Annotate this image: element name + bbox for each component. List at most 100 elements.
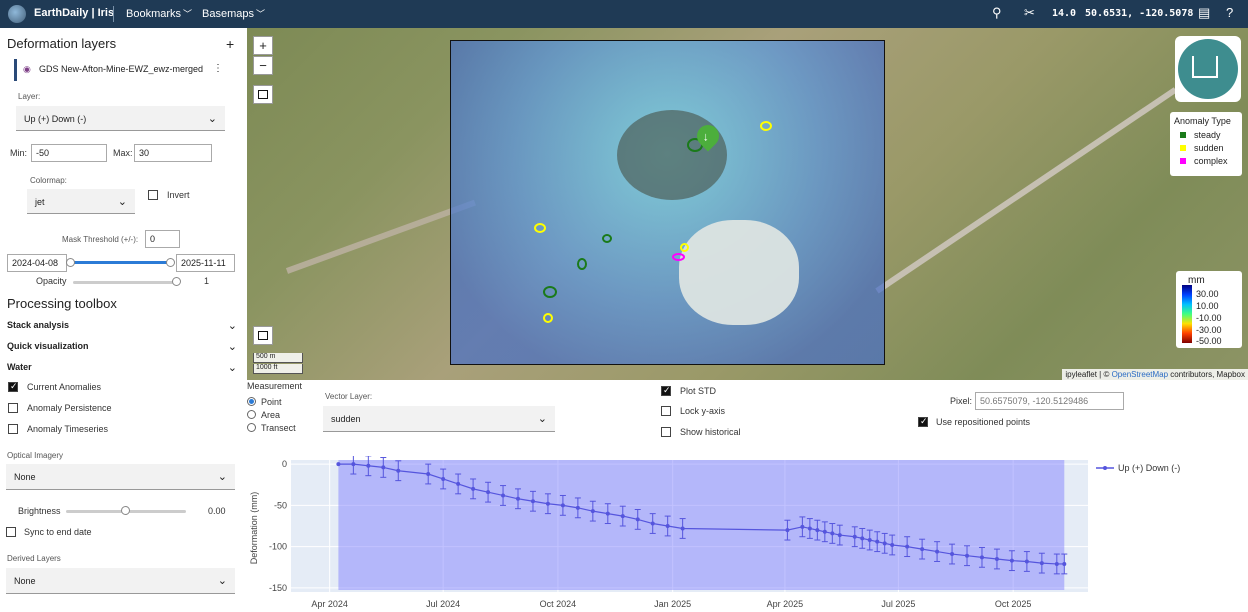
map-view[interactable]: ↓ + − 500 m 1000 ft Anomaly Type steady … bbox=[247, 28, 1248, 380]
show-historical-checkbox[interactable] bbox=[661, 427, 671, 437]
eye-icon[interactable]: ◉ bbox=[23, 64, 31, 74]
basemaps-menu[interactable]: Basemaps ﹀ bbox=[202, 7, 265, 20]
data-point[interactable] bbox=[979, 555, 984, 560]
data-point[interactable] bbox=[935, 549, 940, 554]
anomaly-polygon[interactable] bbox=[534, 223, 546, 233]
plot-std-checkbox[interactable] bbox=[661, 385, 671, 396]
mask-input[interactable]: 0 bbox=[145, 230, 180, 248]
data-point[interactable] bbox=[965, 553, 970, 558]
data-point[interactable] bbox=[620, 514, 625, 519]
tools-icon[interactable]: ✂ bbox=[1024, 5, 1035, 20]
min-input[interactable]: -50 bbox=[31, 144, 107, 162]
data-point[interactable] bbox=[920, 547, 925, 552]
data-point[interactable] bbox=[530, 499, 535, 504]
data-point[interactable] bbox=[575, 505, 580, 510]
anomaly-timeseries-checkbox[interactable] bbox=[8, 424, 18, 434]
data-point[interactable] bbox=[950, 552, 955, 557]
data-point[interactable] bbox=[994, 557, 999, 561]
data-point[interactable] bbox=[441, 476, 446, 481]
use-repositioned-checkbox[interactable] bbox=[918, 416, 928, 427]
date-start-input[interactable]: 2024-04-08 bbox=[7, 254, 67, 272]
date-slider-start-handle[interactable] bbox=[66, 258, 75, 267]
lock-y-axis-checkbox[interactable] bbox=[661, 406, 671, 416]
derived-layers-select[interactable]: None ⌄ bbox=[6, 568, 235, 594]
data-point[interactable] bbox=[867, 538, 872, 543]
data-point[interactable] bbox=[396, 468, 401, 473]
data-point[interactable] bbox=[471, 486, 476, 491]
anomaly-polygon[interactable] bbox=[543, 313, 553, 323]
add-layer-button[interactable]: + bbox=[226, 36, 235, 52]
search-icon[interactable]: ⚲ bbox=[992, 5, 1002, 20]
anomaly-polygon[interactable] bbox=[680, 243, 689, 252]
data-point[interactable] bbox=[800, 524, 805, 529]
deformation-chart[interactable]: 0 -50 -100 -150 Apr 2024 Jul 2024 Oct 2024 Jan … bbox=[247, 456, 1248, 612]
opacity-slider-handle[interactable] bbox=[172, 277, 181, 286]
data-point[interactable] bbox=[875, 539, 880, 544]
data-point[interactable] bbox=[1039, 561, 1044, 566]
zoom-out-button[interactable]: − bbox=[253, 56, 273, 75]
data-point[interactable] bbox=[830, 531, 835, 536]
data-point[interactable] bbox=[785, 528, 790, 533]
data-point[interactable] bbox=[456, 481, 461, 486]
data-point[interactable] bbox=[501, 493, 506, 498]
brightness-slider-handle[interactable] bbox=[121, 506, 130, 515]
data-point[interactable] bbox=[1062, 561, 1067, 566]
bookmarks-menu[interactable]: Bookmarks ﹀ bbox=[126, 7, 192, 20]
data-point[interactable] bbox=[815, 528, 820, 533]
section-water[interactable]: Water ⌄ bbox=[7, 362, 237, 374]
document-icon[interactable]: ▤ bbox=[1198, 5, 1211, 20]
data-point[interactable] bbox=[860, 536, 865, 541]
data-point[interactable] bbox=[1024, 559, 1029, 564]
layer-card[interactable]: ◉ GDS New-Afton-Mine-EWZ_ewz-merged ⋮ bbox=[14, 59, 224, 81]
max-input[interactable]: 30 bbox=[134, 144, 212, 162]
section-stack-analysis[interactable]: Stack analysis ⌄ bbox=[7, 320, 237, 332]
data-point[interactable] bbox=[665, 524, 670, 528]
fullscreen-button[interactable] bbox=[253, 85, 273, 104]
optical-imagery-select[interactable]: None ⌄ bbox=[6, 464, 235, 490]
opacity-slider-track[interactable] bbox=[73, 281, 177, 284]
data-point[interactable] bbox=[680, 526, 685, 531]
section-quick-visualization[interactable]: Quick visualization ⌄ bbox=[7, 341, 237, 353]
more-icon[interactable]: ⋮ bbox=[213, 63, 223, 74]
data-point[interactable] bbox=[590, 509, 595, 514]
data-point[interactable] bbox=[890, 542, 895, 547]
home-compass-button[interactable] bbox=[1175, 36, 1241, 102]
anomaly-polygon[interactable] bbox=[602, 234, 612, 243]
layer-select[interactable]: Up (+) Down (-) ⌄ bbox=[16, 106, 225, 131]
data-point[interactable] bbox=[1009, 558, 1014, 563]
data-point[interactable] bbox=[882, 541, 887, 546]
anomaly-polygon[interactable] bbox=[577, 258, 587, 270]
draw-rectangle-button[interactable] bbox=[253, 326, 273, 345]
date-slider-end-handle[interactable] bbox=[166, 258, 175, 267]
invert-checkbox[interactable] bbox=[148, 190, 158, 200]
data-point[interactable] bbox=[486, 490, 491, 495]
data-point[interactable] bbox=[545, 501, 550, 506]
radio-point[interactable] bbox=[247, 397, 256, 406]
sync-end-date-checkbox[interactable] bbox=[6, 527, 16, 537]
radio-transect[interactable] bbox=[247, 423, 256, 432]
vector-layer-select[interactable]: sudden ⌄ bbox=[323, 406, 555, 432]
data-point[interactable] bbox=[905, 544, 910, 549]
data-point[interactable] bbox=[366, 463, 371, 468]
radio-area[interactable] bbox=[247, 410, 256, 419]
data-point[interactable] bbox=[560, 503, 565, 508]
osm-link[interactable]: OpenStreetMap bbox=[1111, 370, 1169, 379]
data-point[interactable] bbox=[336, 462, 341, 467]
date-end-input[interactable]: 2025-11-11 bbox=[176, 254, 235, 272]
data-point[interactable] bbox=[426, 472, 431, 477]
data-point[interactable] bbox=[852, 534, 857, 539]
anomaly-persistence-checkbox[interactable] bbox=[8, 403, 18, 413]
data-point[interactable] bbox=[837, 533, 842, 538]
anomaly-polygon[interactable] bbox=[672, 253, 685, 261]
zoom-in-button[interactable]: + bbox=[253, 36, 273, 55]
anomaly-polygon[interactable] bbox=[543, 286, 557, 298]
data-point[interactable] bbox=[1054, 561, 1059, 566]
data-point[interactable] bbox=[605, 511, 610, 516]
current-anomalies-checkbox[interactable] bbox=[8, 381, 18, 392]
data-point[interactable] bbox=[807, 526, 812, 531]
data-point[interactable] bbox=[650, 521, 655, 526]
data-point[interactable] bbox=[635, 517, 640, 522]
data-point[interactable] bbox=[381, 465, 386, 470]
colormap-select[interactable]: jet ⌄ bbox=[27, 189, 135, 214]
pixel-input[interactable]: 50.6575079, -120.5129486 bbox=[975, 392, 1124, 410]
